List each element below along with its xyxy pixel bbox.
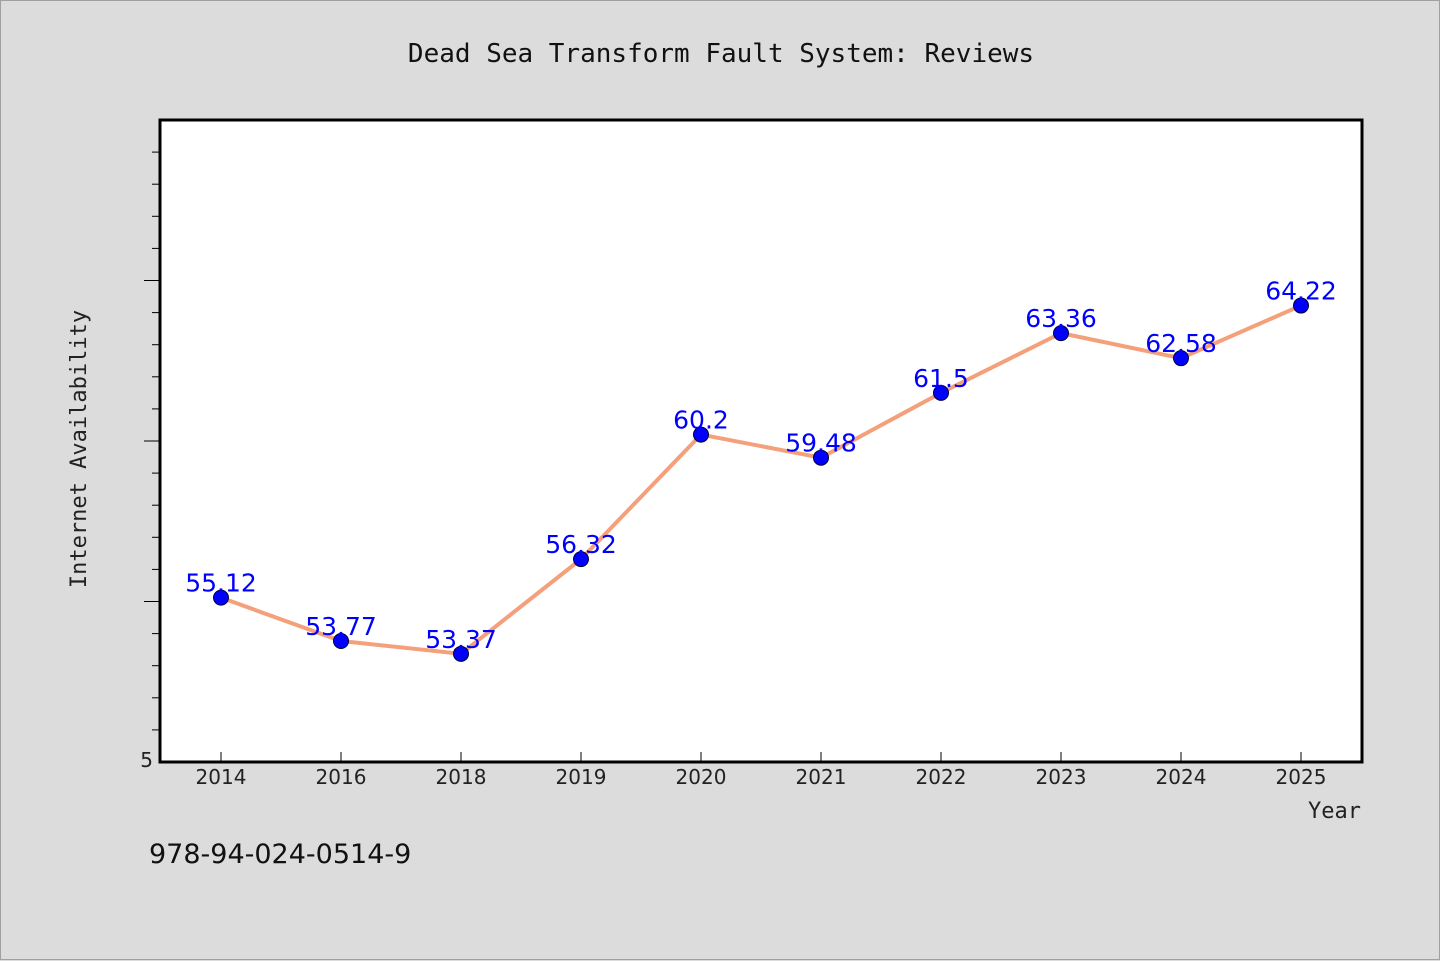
data-point [933, 384, 949, 401]
footer-isbn: 978-94-024-0514-9 [149, 839, 411, 870]
data-label: 60.2 [673, 406, 729, 435]
data-point [1173, 350, 1189, 367]
data-label: 55.12 [185, 569, 257, 598]
data-point [573, 551, 589, 568]
data-point [1293, 297, 1309, 314]
x-tick-label: 2016 [316, 765, 367, 789]
data-point [453, 645, 469, 662]
x-tick-label: 2019 [556, 765, 607, 789]
data-labels-group: 55.12 53.77 53.37 56.32 60.2 59.48 61.5 63.36 62… [185, 277, 1337, 654]
data-label: 56.32 [545, 530, 617, 559]
x-tick-label: 2022 [916, 765, 967, 789]
x-axis-label: Year [1308, 799, 1361, 824]
data-point [1053, 325, 1069, 342]
x-tick-label: 2014 [196, 765, 247, 789]
data-point [333, 632, 349, 649]
data-point [693, 426, 709, 443]
plot-area [158, 118, 1364, 764]
y-tick-label: 5 [140, 748, 153, 772]
x-tick-label: 2018 [436, 765, 487, 789]
data-label: 59.48 [785, 429, 857, 458]
series-group [213, 297, 1309, 662]
data-label: 63.36 [1025, 304, 1097, 333]
x-tick-label: 2021 [796, 765, 847, 789]
data-point [813, 449, 829, 466]
x-tick-label: 2020 [676, 765, 727, 789]
series-line [220, 303, 1302, 656]
x-axis-ticks: 2014 2016 2018 2019 2020 2021 2022 2023 2024 2025 [196, 752, 1327, 789]
x-tick-label: 2024 [1156, 765, 1207, 789]
data-label: 61.5 [913, 364, 969, 393]
data-label: 64.22 [1265, 277, 1337, 306]
chart-title: Dead Sea Transform Fault System: Reviews [408, 39, 1034, 69]
y-axis-ticks [144, 151, 160, 731]
y-axis-label: Internet Availability [67, 310, 92, 588]
data-label: 53.37 [425, 625, 497, 654]
x-tick-label: 2023 [1036, 765, 1087, 789]
x-tick-label: 2025 [1276, 765, 1327, 789]
data-label: 53.77 [305, 612, 377, 641]
data-label: 62.58 [1145, 329, 1217, 358]
data-point [213, 589, 229, 606]
